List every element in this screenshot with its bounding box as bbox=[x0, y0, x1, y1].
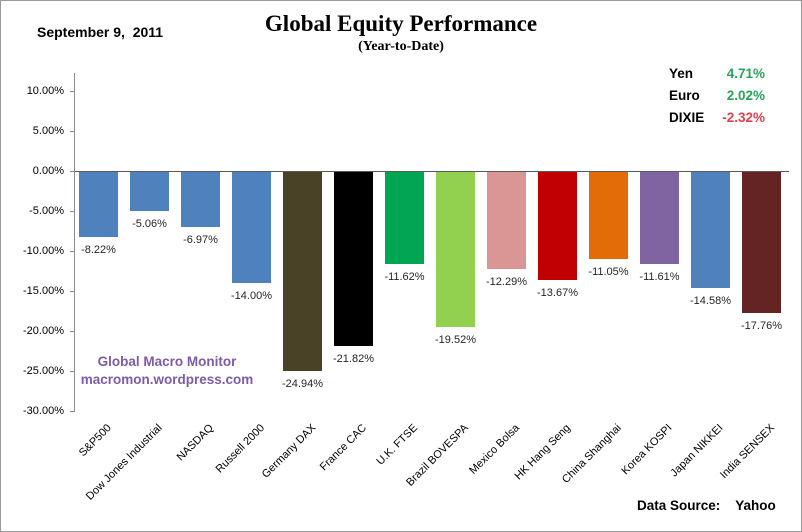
y-tick-label: -15.00% bbox=[23, 285, 64, 297]
category-label: France CAC bbox=[317, 422, 369, 474]
y-tick-label: 0.00% bbox=[32, 165, 64, 177]
category-label: Germany DAX bbox=[259, 422, 318, 481]
legend-label: DIXIE bbox=[669, 110, 705, 125]
legend-label: Euro bbox=[669, 88, 700, 103]
bar-value-label: -19.52% bbox=[435, 334, 476, 346]
legend-row-yen: Yen 4.71% bbox=[669, 63, 765, 85]
category-label: Russell 2000 bbox=[213, 422, 267, 476]
y-tick-mark bbox=[70, 131, 75, 132]
legend-label: Yen bbox=[669, 66, 694, 81]
category-label: NASDAQ bbox=[174, 422, 216, 464]
legend-value: 4.71% bbox=[726, 66, 765, 81]
bar-value-label: -5.06% bbox=[132, 218, 167, 230]
category-label: S&P500 bbox=[76, 422, 114, 460]
category-label: Korea KOSPI bbox=[619, 422, 675, 478]
bar-value-label: -12.29% bbox=[486, 276, 527, 288]
bar-value-label: -6.97% bbox=[183, 234, 218, 246]
bar bbox=[79, 172, 118, 237]
bar bbox=[283, 172, 322, 371]
y-tick-label: -10.00% bbox=[23, 245, 64, 257]
bar-value-label: -11.05% bbox=[588, 266, 629, 278]
y-tick-mark bbox=[70, 371, 75, 372]
watermark: Global Macro Monitor macromon.wordpress.… bbox=[77, 353, 257, 389]
y-tick-label: -30.00% bbox=[23, 405, 64, 417]
data-source-value: Yahoo bbox=[735, 498, 776, 513]
legend-value: -2.32% bbox=[722, 110, 765, 125]
bar-value-label: -11.61% bbox=[639, 271, 680, 283]
bar bbox=[385, 172, 424, 264]
data-source-label: Data Source: bbox=[637, 498, 721, 513]
legend-row-dixie: DIXIE -2.32% bbox=[669, 107, 765, 129]
bar bbox=[640, 172, 679, 264]
y-tick-mark bbox=[70, 291, 75, 292]
y-tick-label: 10.00% bbox=[26, 85, 64, 97]
category-label: Mexico Bolsa bbox=[467, 422, 522, 477]
legend-row-euro: Euro 2.02% bbox=[669, 85, 765, 107]
bar-value-label: -11.62% bbox=[384, 271, 425, 283]
y-tick-mark bbox=[70, 331, 75, 332]
chart-date: September 9, 2011 bbox=[37, 24, 164, 40]
y-tick-label: -20.00% bbox=[23, 325, 64, 337]
bar-value-label: -14.58% bbox=[690, 295, 731, 307]
bar bbox=[691, 172, 730, 288]
y-tick-mark bbox=[70, 91, 75, 92]
y-tick-mark bbox=[70, 171, 75, 172]
y-tick-label: 5.00% bbox=[32, 125, 64, 137]
legend-value: 2.02% bbox=[726, 88, 765, 103]
bar bbox=[181, 172, 220, 227]
y-tick-mark bbox=[70, 211, 75, 212]
watermark-line2: macromon.wordpress.com bbox=[80, 372, 254, 387]
y-tick-label: -5.00% bbox=[29, 205, 64, 217]
y-tick-mark bbox=[70, 251, 75, 252]
category-label: U.K. FTSE bbox=[374, 422, 420, 468]
currency-legend: Yen 4.71% Euro 2.02% DIXIE -2.32% bbox=[669, 63, 765, 129]
bar bbox=[487, 172, 526, 269]
bar-value-label: -8.22% bbox=[81, 244, 116, 256]
title-block: Global Equity Performance (Year-to-Date) bbox=[1, 11, 801, 55]
watermark-line1: Global Macro Monitor bbox=[97, 354, 237, 369]
bar bbox=[232, 172, 271, 283]
data-source: Data Source: Yahoo bbox=[637, 498, 776, 513]
chart-title: Global Equity Performance bbox=[264, 11, 538, 36]
bar bbox=[742, 172, 781, 313]
bar bbox=[538, 172, 577, 280]
category-label: India SENSEX bbox=[717, 422, 777, 482]
y-tick-label: -25.00% bbox=[23, 365, 64, 377]
bar-value-label: -24.94% bbox=[282, 378, 323, 390]
bar bbox=[130, 172, 169, 211]
bar bbox=[334, 172, 373, 346]
bar-value-label: -21.82% bbox=[333, 353, 374, 365]
bar bbox=[589, 172, 628, 259]
y-tick-mark bbox=[70, 411, 75, 412]
y-axis-line bbox=[74, 73, 75, 411]
category-label: Japan NIKKEI bbox=[668, 422, 726, 480]
bar-value-label: -13.67% bbox=[537, 287, 578, 299]
bar-value-label: -14.00% bbox=[231, 290, 272, 302]
bar-value-label: -17.76% bbox=[741, 320, 782, 332]
zero-baseline bbox=[74, 171, 789, 172]
chart-subtitle: (Year-to-Date) bbox=[358, 39, 444, 54]
bar bbox=[436, 172, 475, 327]
